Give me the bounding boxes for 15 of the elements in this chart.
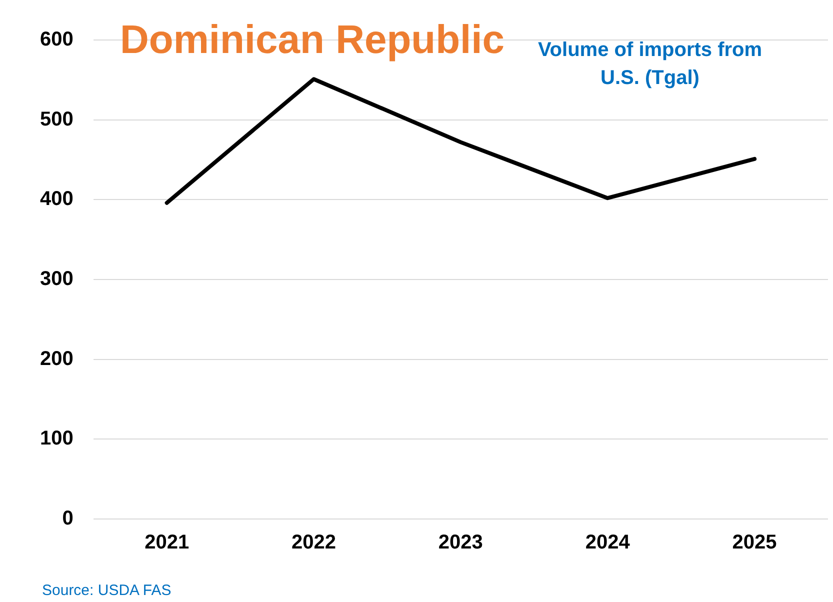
y-tick-label: 100 [40,428,74,450]
text: Volume of imports from U.S. (Tgal) [536,38,764,91]
x-tick-label: 2022 [292,532,336,554]
y-tick-label: 300 [40,268,74,290]
y-tick-label: 600 [40,28,74,51]
x-tick-label: 2021 [144,532,190,554]
x-tick-label: 2023 [438,532,483,554]
x-tick-label: 2024 [585,532,631,554]
y-tick-label: 400 [40,188,74,210]
y-tick-label: 200 [40,348,74,370]
x-tick-label: 2025 [732,532,777,554]
y-tick-label: 500 [40,108,74,130]
source-note: Source: USDA FAS [42,582,172,599]
y-tick-label: 0 [62,508,74,530]
chart-title: Dominican Republic [120,18,504,63]
